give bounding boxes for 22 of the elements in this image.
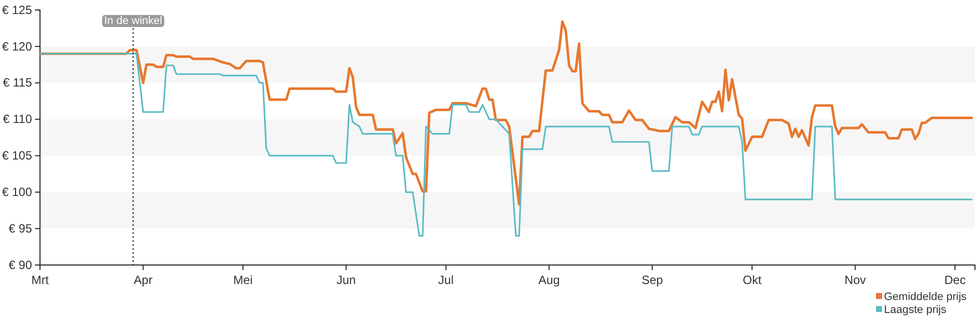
x-tick-label: Jun: [336, 272, 356, 287]
x-tick-label: Mrt: [31, 272, 50, 287]
y-tick-label: € 95: [8, 221, 32, 236]
y-tick-label: € 100: [2, 184, 32, 199]
x-tick-label: Okt: [742, 272, 762, 287]
legend-label: Gemiddelde prijs: [884, 291, 968, 303]
x-tick-label: Sep: [642, 272, 664, 287]
ref-line-label: In de winkel: [104, 15, 162, 27]
x-tick-label: Jul: [438, 272, 454, 287]
x-tick-label: Dec: [944, 272, 966, 287]
y-tick-label: € 90: [8, 258, 32, 272]
y-tick-label: € 125: [2, 2, 32, 17]
y-tick-label: € 105: [2, 148, 32, 163]
legend-label: Laagste prijs: [884, 304, 947, 316]
y-tick-label: € 120: [2, 39, 32, 54]
x-tick-label: Nov: [844, 272, 866, 287]
y-tick-label: € 110: [2, 112, 32, 126]
y-tick-label: € 115: [2, 76, 32, 90]
x-tick-label: Apr: [134, 272, 152, 287]
x-tick-label: Aug: [538, 272, 560, 287]
x-tick-label: Mei: [233, 272, 253, 287]
line-series: [39, 52, 972, 237]
